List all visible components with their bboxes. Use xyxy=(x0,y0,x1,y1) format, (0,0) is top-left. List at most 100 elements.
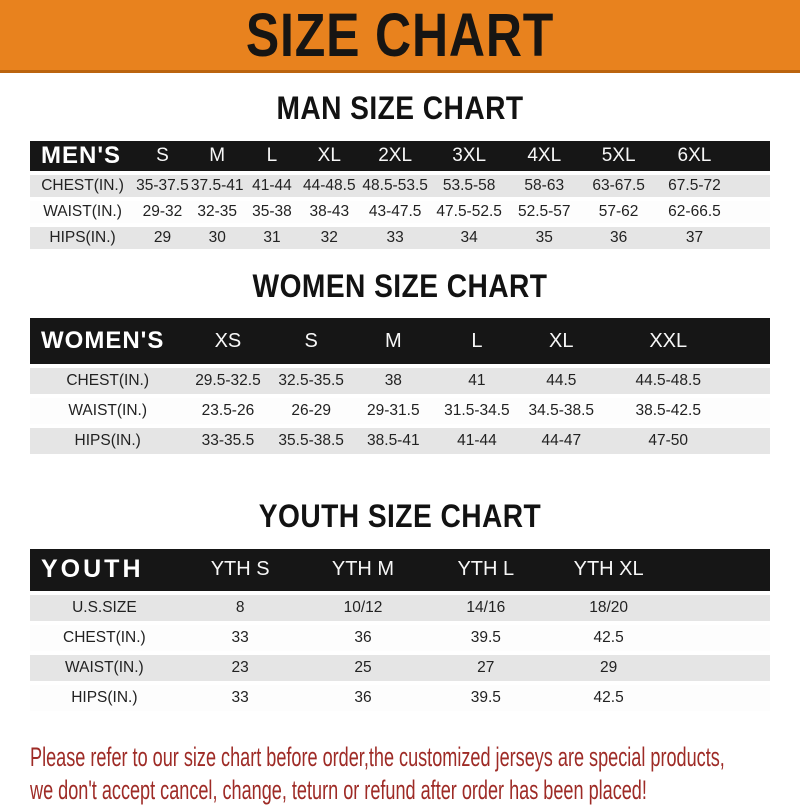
size-value-cell: 30 xyxy=(189,226,245,249)
size-value-cell: 42.5 xyxy=(547,684,671,711)
size-column-header: XXL xyxy=(603,318,733,365)
size-value-cell: 32.5-35.5 xyxy=(270,368,352,395)
size-value-cell: 53.5-58 xyxy=(431,174,508,197)
size-value-cell: 44-47 xyxy=(519,428,604,455)
size-value-cell: 23.5-26 xyxy=(185,398,271,425)
size-column-header: M xyxy=(189,140,245,171)
youth-size-heading: YOUTH SIZE CHART xyxy=(258,498,542,535)
size-value-cell: 23 xyxy=(178,654,302,681)
size-value-cell: 10/12 xyxy=(301,594,425,621)
size-value-cell: 31.5-34.5 xyxy=(434,398,520,425)
measure-row-label: U.S.SIZE xyxy=(30,594,179,621)
size-value-cell: 31 xyxy=(244,226,300,249)
size-column-header: YTH S xyxy=(178,548,302,591)
youth-hips-row: HIPS(IN.) 33 36 39.5 42.5 xyxy=(30,684,770,711)
size-value-cell: 26-29 xyxy=(270,398,352,425)
size-column-header: XL xyxy=(519,318,604,365)
women-chest-row: CHEST(IN.) 29.5-32.5 32.5-35.5 38 41 44.… xyxy=(30,368,770,395)
youth-ussize-row: U.S.SIZE 8 10/12 14/16 18/20 xyxy=(30,594,770,621)
size-column-header: XS xyxy=(185,318,271,365)
spacer-cell xyxy=(732,428,770,455)
size-column-header: L xyxy=(434,318,520,365)
youth-size-section: YOUTH SIZE CHART YOUTH YTH S YTH M YTH L… xyxy=(0,500,800,715)
size-value-cell: 41-44 xyxy=(244,174,300,197)
women-table-label: WOMEN'S xyxy=(30,318,186,365)
size-value-cell: 44-48.5 xyxy=(299,174,360,197)
youth-header-row: YOUTH YTH S YTH M YTH L YTH XL xyxy=(30,548,770,591)
size-value-cell: 67.5-72 xyxy=(655,174,733,197)
measure-row-label: CHEST(IN.) xyxy=(30,368,186,395)
size-column-header: YTH L xyxy=(424,548,548,591)
size-value-cell: 43-47.5 xyxy=(359,200,432,223)
size-column-header: L xyxy=(244,140,300,171)
size-value-cell: 34.5-38.5 xyxy=(519,398,604,425)
men-chest-row: CHEST(IN.) 35-37.5 37.5-41 41-44 44-48.5… xyxy=(30,174,770,197)
size-value-cell: 47-50 xyxy=(603,428,733,455)
size-value-cell: 58-63 xyxy=(507,174,582,197)
size-value-cell: 14/16 xyxy=(424,594,548,621)
men-hips-row: HIPS(IN.) 29 30 31 32 33 34 35 36 37 xyxy=(30,226,770,249)
size-value-cell: 37 xyxy=(655,226,733,249)
size-value-cell: 29 xyxy=(135,226,190,249)
size-value-cell: 35-37.5 xyxy=(135,174,190,197)
size-column-header: 4XL xyxy=(507,140,582,171)
size-column-header: 3XL xyxy=(431,140,508,171)
size-value-cell: 41-44 xyxy=(434,428,520,455)
size-value-cell: 37.5-41 xyxy=(189,174,245,197)
men-waist-row: WAIST(IN.) 29-32 32-35 35-38 38-43 43-47… xyxy=(30,200,770,223)
measure-row-label: CHEST(IN.) xyxy=(30,624,179,651)
size-value-cell: 32-35 xyxy=(189,200,245,223)
women-size-table: WOMEN'S XS S M L XL XXL CHEST(IN.) 29.5-… xyxy=(30,314,770,458)
measure-row-label: WAIST(IN.) xyxy=(30,398,186,425)
size-column-header: M xyxy=(351,318,435,365)
spacer-cell xyxy=(670,594,770,621)
order-policy-line-2: we don't accept cancel, change, teturn o… xyxy=(30,774,647,805)
measure-row-label: HIPS(IN.) xyxy=(30,428,186,455)
man-size-heading: MAN SIZE CHART xyxy=(276,90,524,126)
size-value-cell: 25 xyxy=(301,654,425,681)
size-value-cell: 39.5 xyxy=(424,624,548,651)
youth-waist-row: WAIST(IN.) 23 25 27 29 xyxy=(30,654,770,681)
size-value-cell: 38.5-41 xyxy=(351,428,435,455)
men-header-row: MEN'S S M L XL 2XL 3XL 4XL 5XL 6XL xyxy=(30,140,770,171)
measure-row-label: WAIST(IN.) xyxy=(30,200,136,223)
women-size-heading: WOMEN SIZE CHART xyxy=(252,267,548,304)
women-hips-row: HIPS(IN.) 33-35.5 35.5-38.5 38.5-41 41-4… xyxy=(30,428,770,455)
size-value-cell: 41 xyxy=(434,368,520,395)
size-value-cell: 33 xyxy=(359,226,432,249)
spacer-cell xyxy=(732,226,770,249)
size-value-cell: 8 xyxy=(178,594,302,621)
men-table-label: MEN'S xyxy=(30,140,136,171)
size-value-cell: 35-38 xyxy=(244,200,300,223)
size-value-cell: 34 xyxy=(431,226,508,249)
order-policy-note: Please refer to our size chart before or… xyxy=(30,741,800,807)
measure-row-label: HIPS(IN.) xyxy=(30,226,136,249)
size-column-header: YTH XL xyxy=(547,548,671,591)
size-column-header: S xyxy=(270,318,352,365)
size-value-cell: 36 xyxy=(301,624,425,651)
size-value-cell: 29.5-32.5 xyxy=(185,368,271,395)
measure-row-label: WAIST(IN.) xyxy=(30,654,179,681)
size-value-cell: 39.5 xyxy=(424,684,548,711)
size-value-cell: 38 xyxy=(351,368,435,395)
size-value-cell: 36 xyxy=(581,226,656,249)
youth-chest-row: CHEST(IN.) 33 36 39.5 42.5 xyxy=(30,624,770,651)
size-column-header: 5XL xyxy=(581,140,656,171)
youth-size-table: YOUTH YTH S YTH M YTH L YTH XL U.S.SIZE … xyxy=(30,545,770,715)
youth-table-label: YOUTH xyxy=(30,548,179,591)
size-value-cell: 29 xyxy=(547,654,671,681)
women-waist-row: WAIST(IN.) 23.5-26 26-29 29-31.5 31.5-34… xyxy=(30,398,770,425)
size-value-cell: 29-32 xyxy=(135,200,190,223)
spacer-cell xyxy=(732,398,770,425)
size-chart-banner: SIZE CHART xyxy=(0,0,800,73)
measure-row-label: CHEST(IN.) xyxy=(30,174,136,197)
size-value-cell: 62-66.5 xyxy=(655,200,733,223)
size-column-header: 2XL xyxy=(359,140,432,171)
size-value-cell: 35.5-38.5 xyxy=(270,428,352,455)
size-value-cell: 38.5-42.5 xyxy=(603,398,733,425)
size-value-cell: 33 xyxy=(178,684,302,711)
size-value-cell: 48.5-53.5 xyxy=(359,174,432,197)
size-value-cell: 35 xyxy=(507,226,582,249)
size-value-cell: 44.5 xyxy=(519,368,604,395)
spacer-cell xyxy=(732,368,770,395)
